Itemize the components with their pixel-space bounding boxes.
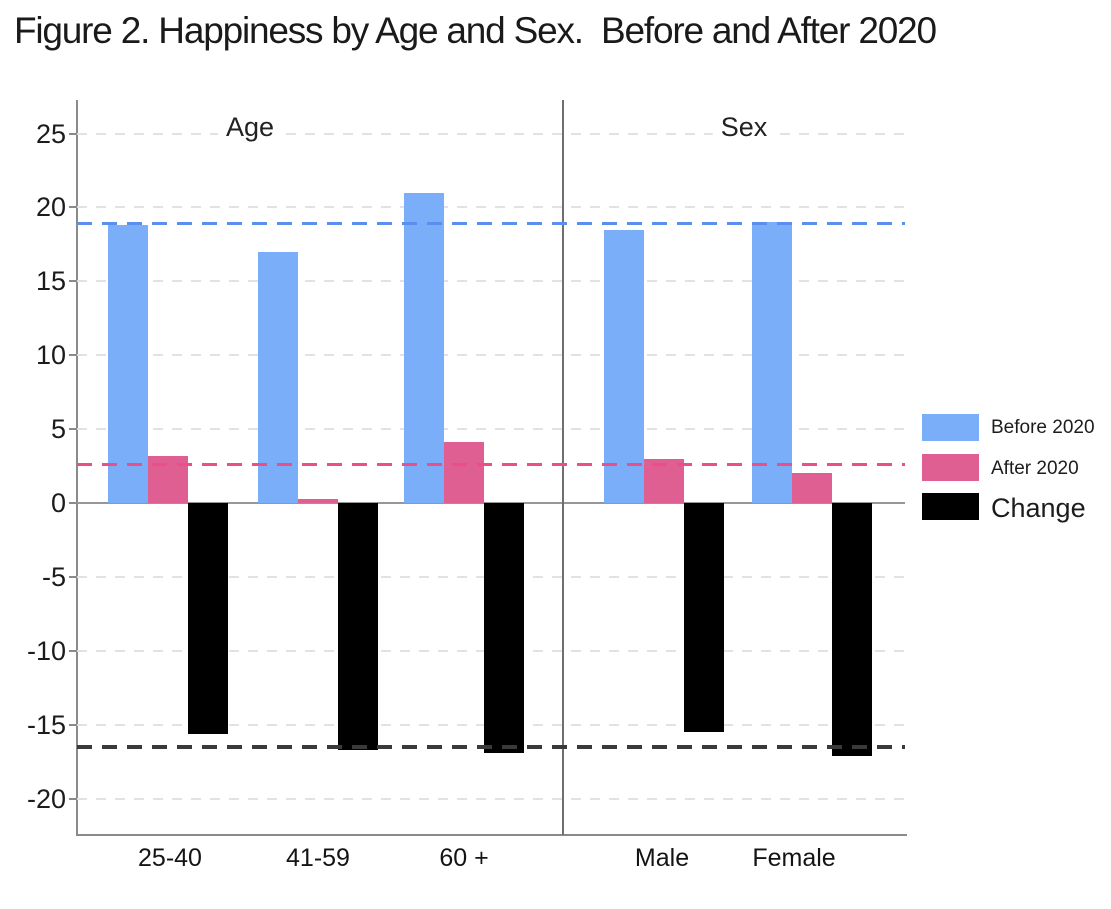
y-axis-tick-label: -10 xyxy=(26,635,66,666)
legend: Before 2020 After 2020 Change xyxy=(922,414,1107,534)
plot-area: Age Sex xyxy=(77,100,905,835)
y-axis-tick-mark xyxy=(69,575,77,578)
bar-change-41-59 xyxy=(338,503,378,750)
y-axis-tick-label: 25 xyxy=(35,118,66,149)
bar-change-male xyxy=(684,503,724,733)
reference-line-change xyxy=(77,744,905,749)
bar-before-2020-41-59 xyxy=(258,251,298,503)
y-axis-tick-mark xyxy=(69,354,77,357)
y-axis-tick-label: -20 xyxy=(26,783,66,814)
y-axis-tick-mark xyxy=(69,428,77,431)
reference-line-after-2020 xyxy=(77,463,905,467)
x-axis-label-male: Male xyxy=(634,844,690,872)
y-axis-tick-label: -5 xyxy=(41,561,66,592)
panel-label-sex: Sex xyxy=(712,112,776,142)
y-axis-line xyxy=(76,100,78,836)
y-axis-tick-mark xyxy=(69,649,77,652)
y-axis-tick-label: 0 xyxy=(50,488,66,518)
gridline xyxy=(77,206,905,209)
gridline xyxy=(77,280,905,283)
x-axis-label-female: Female xyxy=(752,844,836,872)
bar-change-25-40 xyxy=(188,503,228,734)
y-axis-tick-label: 10 xyxy=(35,340,66,371)
gridline xyxy=(77,354,905,357)
y-axis-tick-mark xyxy=(69,280,77,283)
gridline xyxy=(77,132,905,135)
bar-after-2020-female xyxy=(792,473,832,503)
y-axis-tick-mark xyxy=(69,502,77,504)
y-axis-tick-label: 20 xyxy=(35,192,66,223)
y-axis-tick-mark xyxy=(69,206,77,209)
gridline xyxy=(77,797,905,800)
bar-change-female xyxy=(832,503,872,756)
bar-before-2020-25-40 xyxy=(108,225,148,503)
panel-divider xyxy=(562,100,564,835)
legend-label-after-2020: After 2020 xyxy=(991,458,1079,479)
legend-swatch-before-2020 xyxy=(922,414,979,441)
bar-change-60 xyxy=(484,503,524,753)
x-axis-label-25-40: 25-40 xyxy=(138,844,202,872)
y-axis-tick-label: 15 xyxy=(35,266,66,297)
x-axis-label-60: 60 + xyxy=(439,844,489,872)
y-axis-tick-mark xyxy=(69,797,77,800)
bar-before-2020-male xyxy=(604,229,644,503)
y-axis-tick-label: -15 xyxy=(26,709,66,740)
y-axis-tick-mark xyxy=(69,132,77,135)
y-axis-tick-label: 5 xyxy=(50,414,66,445)
bar-after-2020-60 xyxy=(444,442,484,503)
panel-label-age: Age xyxy=(217,112,283,142)
x-axis-label-41-59: 41-59 xyxy=(286,844,350,872)
chart-title: Figure 2. Happiness by Age and Sex. Befo… xyxy=(14,10,937,51)
gridline xyxy=(77,428,905,431)
bar-before-2020-60 xyxy=(404,192,444,503)
legend-label-change: Change xyxy=(991,493,1086,523)
reference-line-before-2020 xyxy=(77,222,905,226)
legend-swatch-change xyxy=(922,493,979,520)
bar-before-2020-female xyxy=(752,222,792,503)
x-axis-line xyxy=(76,834,907,836)
legend-swatch-after-2020 xyxy=(922,454,979,481)
legend-label-before-2020: Before 2020 xyxy=(991,417,1095,438)
y-axis-tick-mark xyxy=(69,723,77,726)
bar-after-2020-41-59 xyxy=(298,498,338,503)
